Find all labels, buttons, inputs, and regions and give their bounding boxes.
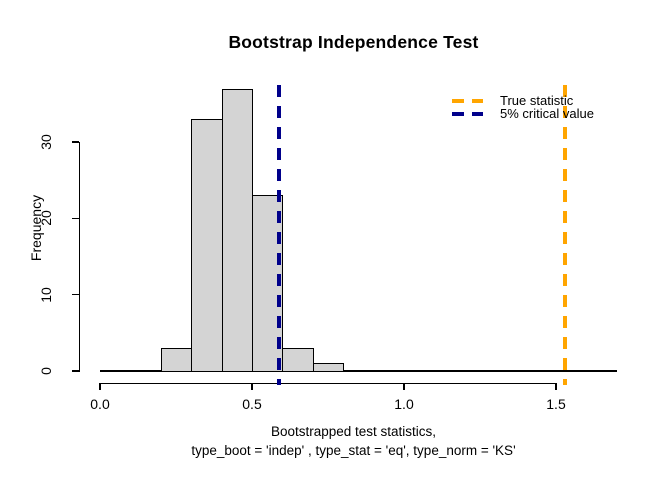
histogram-bar <box>312 363 345 372</box>
x-tick <box>251 383 253 390</box>
histogram-bar <box>282 348 314 372</box>
histogram-bar <box>191 119 223 372</box>
y-axis-line <box>79 142 81 372</box>
legend-label-critical-value: 5% critical value <box>500 106 594 121</box>
chart-title: Bootstrap Independence Test <box>228 32 479 52</box>
x-tick-label: 0.0 <box>90 396 110 412</box>
y-tick-label: 0 <box>38 367 54 375</box>
x-tick-label: 1.5 <box>546 396 566 412</box>
critical-value-dashed-line-swatch <box>452 111 483 116</box>
x-axis-line <box>100 383 557 385</box>
histogram-zero-line <box>100 370 617 372</box>
x-tick <box>403 383 405 390</box>
histogram-bar <box>221 88 253 372</box>
x-tick-label: 1.0 <box>394 396 414 412</box>
true-statistic-line <box>563 85 568 385</box>
true-statistic-dashed-line-swatch <box>452 98 483 103</box>
y-tick <box>72 217 79 220</box>
y-tick-label: 20 <box>38 210 54 227</box>
x-tick <box>99 383 101 390</box>
x-axis-label-line1: Bootstrapped test statistics, <box>270 424 437 439</box>
legend-item-critical-value: 5% critical value <box>452 106 594 121</box>
critical-value-line <box>277 85 282 385</box>
y-tick <box>72 293 79 296</box>
x-tick-label: 0.5 <box>242 396 262 412</box>
y-tick <box>72 141 79 143</box>
histogram-bar <box>160 348 193 372</box>
legend-item-true-statistic: True statistic <box>452 93 594 108</box>
y-tick <box>72 370 79 372</box>
y-tick-label: 10 <box>38 286 54 303</box>
legend: True statistic 5% critical value <box>452 93 594 121</box>
y-tick-label: 30 <box>38 134 54 150</box>
legend-label-true-statistic: True statistic <box>500 93 574 108</box>
x-tick <box>555 383 557 390</box>
x-axis-label-line2: type_boot = 'indep' , type_stat = 'eq', … <box>191 443 516 458</box>
